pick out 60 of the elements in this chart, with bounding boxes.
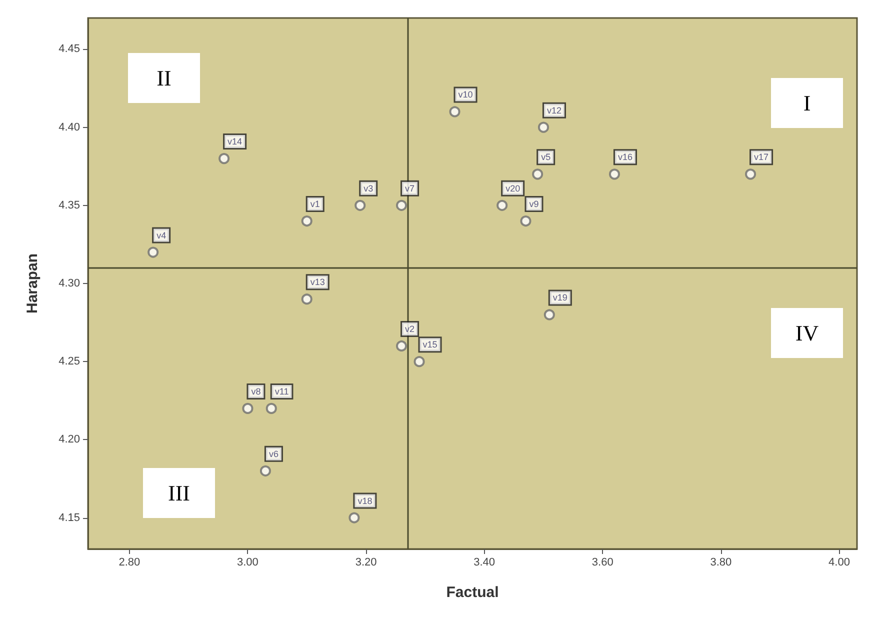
x-tick-label: 3.20: [355, 556, 377, 568]
data-label: v18: [358, 496, 372, 506]
point: [449, 106, 460, 118]
x-tick-label: 3.60: [592, 556, 614, 568]
point: [266, 402, 277, 414]
data-label: v7: [405, 183, 415, 194]
point: [538, 122, 549, 133]
point: [242, 402, 254, 414]
x-tick-label: 4.00: [828, 556, 850, 568]
point: [496, 200, 508, 211]
data-label: v17: [754, 152, 769, 162]
point: [218, 153, 230, 164]
data-label: v5: [541, 152, 551, 162]
point: [148, 246, 159, 258]
annotation: I: [803, 90, 811, 116]
y-tick-label: 4.35: [58, 199, 80, 212]
annotation: III: [168, 480, 190, 506]
point: [348, 512, 360, 524]
data-label: v20: [506, 183, 520, 194]
point: [301, 294, 312, 305]
data-label: v8: [251, 386, 261, 396]
data-label: v16: [618, 152, 632, 162]
x-tick-label: 3.00: [237, 556, 258, 568]
data-label: v10: [458, 90, 473, 100]
point: [745, 168, 756, 180]
point: [532, 168, 544, 180]
x-tick-label: 3.40: [474, 556, 496, 568]
point: [520, 216, 532, 227]
data-label: v6: [268, 448, 278, 459]
data-label: v9: [529, 199, 539, 210]
y-tick-label: 4.25: [58, 356, 80, 368]
data-label: v14: [228, 136, 242, 147]
data-label: v12: [546, 105, 562, 116]
y-tick-label: 4.45: [58, 43, 80, 56]
point: [396, 340, 408, 352]
y-tick-label: 4.30: [58, 278, 80, 290]
point: [396, 200, 408, 211]
data-label: v15: [422, 340, 438, 350]
data-label: v13: [310, 277, 325, 288]
y-tick-label: 4.40: [58, 121, 80, 134]
point: [608, 168, 620, 180]
y-tick-label: 4.20: [58, 434, 80, 446]
annotation: II: [156, 66, 172, 90]
point: [301, 216, 312, 227]
data-label: v3: [364, 183, 374, 194]
annotation: IV: [795, 320, 819, 346]
point: [260, 465, 271, 476]
data-label: v19: [552, 292, 568, 303]
data-label: v11: [274, 386, 289, 396]
data-label: v4: [156, 230, 166, 240]
data-label: v1: [310, 199, 320, 210]
x-tick-label: 2.80: [118, 556, 140, 568]
x-tick-label: 3.80: [710, 556, 732, 568]
data-label: v2: [405, 324, 415, 334]
point: [354, 200, 366, 211]
y-axis-title: Harapan: [24, 253, 41, 314]
point: [544, 309, 555, 320]
y-tick-label: 4.15: [58, 512, 80, 524]
point: [414, 356, 425, 368]
x-axis-title: Factual: [446, 584, 499, 601]
